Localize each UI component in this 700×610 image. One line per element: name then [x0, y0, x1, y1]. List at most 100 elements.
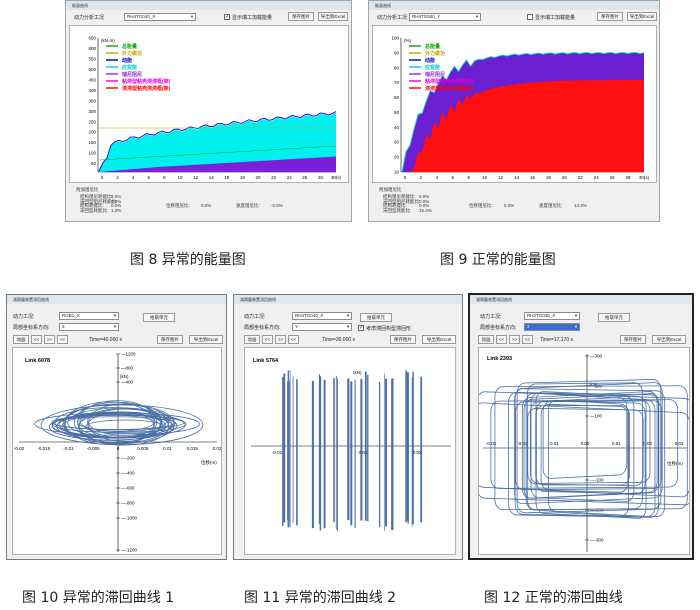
link-label: Link 2393 [487, 356, 512, 362]
x-tick-label: 16 [224, 175, 230, 180]
info-extra-value: 14.4% [574, 203, 587, 208]
x-tick-label: 18 [240, 175, 246, 180]
y-tick-label: —-400 [121, 471, 135, 476]
legend-label: 外力做功 [425, 50, 445, 57]
show-rayleigh-checkbox[interactable] [527, 14, 533, 20]
viscous-damper-area [402, 79, 644, 172]
info-extra-label: 速度阻尼比: [236, 203, 260, 208]
export-excel-button[interactable]: 导出到Excel [422, 335, 456, 344]
info-row-label: 结构耗能比: [80, 203, 104, 208]
nav-button[interactable]: << [288, 335, 299, 344]
condition-select[interactable]: RH2TG045_X ▼ [524, 312, 580, 320]
chevron-down-icon: ▼ [346, 324, 350, 329]
kinetic-line [98, 145, 337, 161]
y-tick-label: 150 [88, 140, 96, 145]
y-tick-label: 50 [394, 110, 400, 115]
export-excel-button[interactable]: 导出到Excel [627, 12, 657, 21]
nav-button[interactable]: << [31, 335, 42, 344]
condition-select[interactable]: RH4TG040_X ▼ [124, 13, 196, 21]
time-readout: Time=17.170 s [540, 337, 574, 343]
pick-element-button[interactable]: 拾取单元 [598, 313, 630, 322]
y-tick-label: 30 [394, 140, 400, 145]
hysteresis-loop [527, 407, 644, 487]
condition-select[interactable]: RH4TG040_X ▼ [292, 312, 352, 320]
condition-select[interactable]: RH4TG040_Y ▼ [409, 13, 481, 21]
hysteresis-option-checkbox[interactable]: ✓ [358, 325, 364, 331]
x-tick-label: 28 [318, 175, 324, 180]
legend-label: 应变能 [425, 64, 440, 71]
hysteresis-plot-fig11: Link 5764 (kN) -0.01 0.01 0.02 [244, 347, 456, 555]
export-excel-button[interactable]: 导出到Excel [652, 335, 686, 344]
condition-select[interactable]: RGB1_X ▼ [59, 312, 119, 320]
x-tick-label: 0 [101, 175, 104, 180]
caption-fig8: 图 8 异常的能量图 [130, 252, 246, 268]
info-extra-value: -0.8% [271, 203, 283, 208]
x-tick-label: 14 [209, 175, 215, 180]
hysteresis-loop [78, 408, 170, 446]
legend-label: 应变能 [122, 64, 137, 71]
y-tick-label: —-800 [121, 501, 135, 506]
x-tick-label: 0.00 [581, 441, 590, 446]
save-image-button[interactable]: 保存图片 [288, 12, 314, 21]
nav-button[interactable]: << [522, 335, 533, 344]
y-tick-label: 250 [88, 119, 96, 124]
hysteresis-chart-fig10: Link 6078 (kN) 位移(m) —1200 —800 —400 —-200 —-40… [14, 352, 221, 553]
x-tick-label: 2 [116, 175, 119, 180]
x-tick-label: 12 [498, 175, 504, 180]
hysteresis-chart-fig12: Link 2393(kN)位移(m)—300—200—100—-100—-200… [479, 354, 689, 552]
direction-select[interactable]: 3 ▼ [59, 323, 119, 331]
direction-select[interactable]: 2 ▼ [524, 323, 580, 331]
save-image-button[interactable]: 保存图片 [597, 12, 623, 21]
export-excel-button[interactable]: 导出到Excel [189, 335, 223, 344]
legend-label: 总能量 [425, 43, 440, 50]
legend-label: 动能 [122, 57, 132, 64]
x-tick-label: -0.01 [63, 446, 74, 451]
x-tick-label: 2 [420, 175, 423, 180]
x-tick-label: 0.01 [163, 446, 172, 451]
nav-button[interactable]: >> [275, 335, 286, 344]
time-readout: Time=30.000 s [322, 337, 356, 343]
condition-label: 动力工况: [480, 314, 502, 320]
hysteresis-loop [530, 392, 635, 502]
save-image-button[interactable]: 保存图片 [157, 335, 183, 344]
y-tick-label: 550 [88, 56, 96, 61]
x-tick-label: 0.01 [359, 450, 368, 455]
caption-fig9: 图 9 正常的能量图 [440, 252, 556, 268]
pick-element-button[interactable]: 拾取单元 [143, 313, 175, 322]
hysteresis-plot-fig12: Link 2393 (kN) 位移(m) —300 —200 —100 —-100 —-200… [478, 347, 690, 555]
x-tick-label: 24 [287, 175, 293, 180]
info-row-value: 15.4% [419, 207, 432, 213]
hysteresis-loop [87, 403, 162, 442]
export-excel-button[interactable]: 导出到Excel [318, 12, 348, 21]
show-rayleigh-checkbox[interactable]: ✓ [224, 14, 230, 20]
x-tick-label: 12 [193, 175, 199, 180]
legend-label: 粘滞型粘壳滞滞框(架) [121, 78, 171, 85]
nav-button[interactable]: >> [44, 335, 55, 344]
show-rayleigh-label: 显示瑞工加载能量 [232, 15, 273, 21]
x-tick-label: 0.02 [643, 441, 652, 446]
pick-element-button[interactable]: 拾取单元 [360, 313, 392, 322]
hysteresis-option-label: 考虑滞回构型滞回形 [366, 326, 412, 332]
nav-button[interactable]: << [57, 335, 68, 344]
nav-button[interactable]: << [496, 335, 507, 344]
save-image-button[interactable]: 保存图片 [620, 335, 646, 344]
nav-button[interactable]: << [262, 335, 273, 344]
y-tick-label: 500 [88, 67, 96, 72]
chevron-down-icon: ▼ [190, 14, 194, 19]
animate-button[interactable]: 动画 [244, 335, 260, 344]
nav-button[interactable]: >> [509, 335, 520, 344]
x-tick-label: 26 [610, 175, 616, 180]
chevron-down-icon: ▼ [475, 14, 479, 19]
animate-button[interactable]: 动画 [478, 335, 494, 344]
animate-button[interactable]: 动画 [13, 335, 29, 344]
energy-window-fig8: 能量曲线 动力分析工况 RH4TG040_X ▼ ✓ 显示瑞工加载能量 保存图片 … [65, 0, 352, 222]
y-tick-label: 100 [391, 36, 399, 41]
save-image-button[interactable]: 保存图片 [390, 335, 416, 344]
x-tick-label: 26 [302, 175, 308, 180]
x-tick-label: -0.02 [14, 446, 25, 451]
y-tick-label: —-200 [590, 508, 604, 513]
direction-select[interactable]: Y ▼ [292, 323, 352, 331]
info-row-label: 结构耗能比: [383, 203, 407, 208]
caption-fig11: 图 11 异常的滞回曲线 2 [244, 590, 397, 606]
